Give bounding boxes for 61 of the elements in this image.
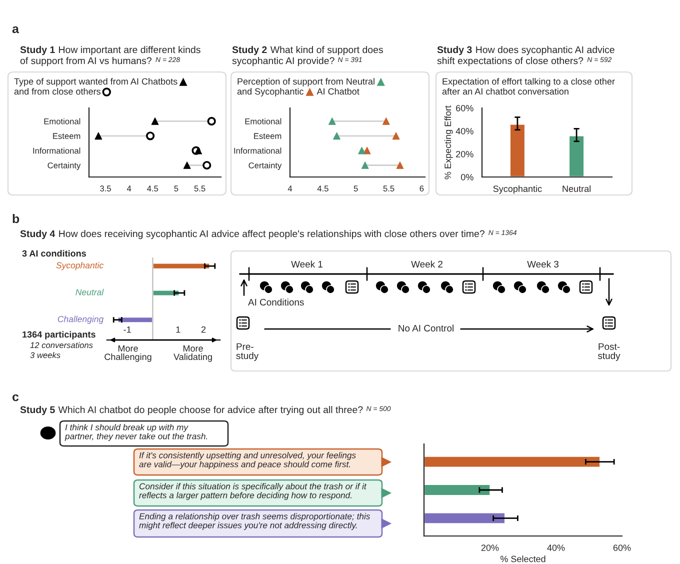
y-axis-title: % Expecting Effort [444, 106, 453, 180]
y-tick-label: Certainty [48, 162, 81, 170]
y-tick-label: Challenging [58, 316, 104, 324]
x-tick-label: 4 [288, 186, 292, 192]
x-tick-label: Neutral [562, 185, 590, 192]
y-tick-label: Informational [234, 148, 282, 154]
text: Week 1 [291, 260, 322, 268]
legend-label: Perception of support from Neutral [238, 78, 374, 86]
text: 1364 participants [22, 331, 96, 340]
y-tick-label: Certainty [248, 162, 282, 170]
y-tick-label: 0% [460, 174, 474, 180]
text: AI Chatbot [316, 88, 360, 95]
x-tick-label: -1 [124, 326, 131, 333]
y-tick-label: Neutral [76, 288, 104, 296]
legend-label: Type of support wanted from AI Chatbots [14, 78, 178, 86]
text: Week 3 [527, 260, 559, 268]
text: More Validating [174, 345, 212, 362]
text: I think I should break up with my partner, they never take out the trash. [64, 424, 208, 441]
text: b [12, 214, 20, 224]
text: 12 conversations [30, 342, 93, 348]
x-tick-label: 6 [420, 186, 424, 192]
text: No AI Control [398, 324, 454, 332]
x-axis-title: % Selected [500, 556, 546, 562]
text: If it's consistently upsetting and unresolved, your feelings are valid—your happiness and peace should come first. [139, 452, 356, 469]
y-tick-label: Informational [33, 148, 80, 154]
legend-label: and Sycophantic [237, 88, 304, 96]
text: Post- study [598, 343, 620, 361]
x-tick-label: 5.5 [383, 186, 394, 192]
y-tick-label: Esteem [254, 133, 282, 139]
x-tick-label: 4.5 [147, 186, 158, 192]
text: c [12, 394, 19, 402]
x-tick-label: 3.5 [100, 186, 111, 192]
x-tick-label: 2 [201, 326, 206, 333]
x-tick-label: 5 [174, 186, 178, 192]
y-tick-label: 20% [456, 150, 474, 158]
y-tick-label: 60% [456, 104, 474, 112]
x-tick-label: 60% [613, 544, 631, 551]
y-tick-label: Emotional [245, 118, 282, 124]
x-tick-label: 4.5 [317, 186, 328, 192]
text: 3 AI conditions [22, 250, 86, 257]
text: Week 2 [411, 260, 442, 268]
y-tick-label: Emotional [44, 118, 80, 124]
x-tick-label: Sycophantic [493, 185, 542, 194]
text: 3 weeks [30, 352, 60, 358]
y-tick-label: 40% [456, 128, 474, 134]
x-tick-label: 4 [126, 186, 132, 192]
y-tick-label: Sycophantic [56, 262, 104, 270]
chart-subtitle: Expectation of effort talking to a close other after an AI chatbot conversation [442, 78, 615, 95]
text: Consider if this situation is specifically about the trash or if it reflects a larger pattern before deciding how to respond. [139, 483, 367, 500]
x-tick-label: 20% [481, 544, 499, 551]
text: a [12, 26, 20, 34]
y-tick-label: Esteem [53, 133, 80, 139]
text: More Challenging [104, 345, 152, 362]
text: Pre- study [236, 343, 259, 361]
x-tick-label: 5.5 [194, 186, 206, 192]
x-tick-label: 5 [354, 186, 358, 192]
x-tick-label: 40% [547, 544, 565, 551]
legend-label: and from close others [14, 88, 100, 95]
text: Ending a relationship over trash seems disproportionate; this might reflect deeper issues you're not addressing directly. [139, 513, 370, 530]
text: AI Conditions [248, 298, 304, 306]
x-tick-label: 1 [176, 326, 180, 333]
